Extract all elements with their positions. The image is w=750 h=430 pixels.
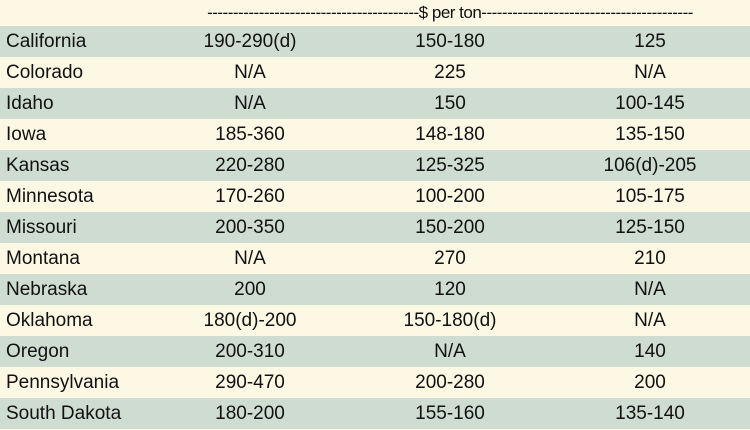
price-cell: N/A: [634, 309, 666, 331]
table-row: Minnesota 170-260 100-200 105-175: [0, 181, 750, 212]
price-cell: 150-180(d): [403, 309, 497, 331]
price-cell: 220-280: [215, 154, 285, 176]
state-name: Montana: [6, 247, 80, 269]
price-cell: 225: [434, 61, 466, 83]
price-cell: 200: [634, 371, 666, 393]
price-cell: 200: [234, 278, 266, 300]
price-cell: 125-325: [415, 154, 485, 176]
table-row: Montana N/A 270 210: [0, 243, 750, 274]
price-cell: 125: [634, 30, 666, 52]
price-cell: 105-175: [615, 185, 685, 207]
price-cell: 120: [434, 278, 466, 300]
table-row: Oregon 200-310 N/A 140: [0, 336, 750, 367]
table-row: South Dakota 180-200 155-160 135-140: [0, 398, 750, 429]
price-cell: 100-200: [415, 185, 485, 207]
price-cell: 180-200: [215, 402, 285, 424]
price-table: California 190-290(d) 150-180 125 Colora…: [0, 26, 750, 429]
table-row: Colorado N/A 225 N/A: [0, 57, 750, 88]
table-row: Oklahoma 180(d)-200 150-180(d) N/A: [0, 305, 750, 336]
price-cell: N/A: [234, 61, 266, 83]
state-name: Missouri: [6, 216, 77, 238]
state-name: South Dakota: [6, 402, 122, 424]
price-cell: 210: [634, 247, 666, 269]
price-cell: N/A: [234, 92, 266, 114]
price-cell: 200-280: [415, 371, 485, 393]
table-row: Missouri 200-350 150-200 125-150: [0, 212, 750, 243]
price-cell: 106(d)-205: [603, 154, 697, 176]
price-cell: 140: [634, 340, 666, 362]
price-cell: 150: [434, 92, 466, 114]
state-name: Iowa: [6, 123, 47, 145]
price-cell: 155-160: [415, 402, 485, 424]
price-cell: 170-260: [215, 185, 285, 207]
price-cell: 150-180: [415, 30, 485, 52]
price-cell: 200-350: [215, 216, 285, 238]
table-row: Nebraska 200 120 N/A: [0, 274, 750, 305]
price-cell: 180(d)-200: [203, 309, 297, 331]
table-row: Iowa 185-360 148-180 135-150: [0, 119, 750, 150]
price-cell: 200-310: [215, 340, 285, 362]
table-header: ----------------------------------------…: [0, 0, 750, 26]
price-cell: N/A: [634, 61, 666, 83]
price-cell: 185-360: [215, 123, 285, 145]
state-name: Nebraska: [6, 278, 88, 300]
state-name: Pennsylvania: [6, 371, 120, 393]
state-name: Kansas: [6, 154, 70, 176]
price-cell: 148-180: [415, 123, 485, 145]
price-cell: N/A: [234, 247, 266, 269]
price-cell: 100-145: [615, 92, 685, 114]
price-cell: 125-150: [615, 216, 685, 238]
state-name: Minnesota: [6, 185, 94, 207]
state-name: Oregon: [6, 340, 70, 362]
table-row: Pennsylvania 290-470 200-280 200: [0, 367, 750, 398]
table-row: Kansas 220-280 125-325 106(d)-205: [0, 150, 750, 181]
price-cell: 270: [434, 247, 466, 269]
price-cell: 150-200: [415, 216, 485, 238]
price-cell: 135-140: [615, 402, 685, 424]
price-cell: 190-290(d): [203, 30, 297, 52]
table-row: California 190-290(d) 150-180 125: [0, 26, 750, 57]
state-name: Oklahoma: [6, 309, 93, 331]
unit-header-label: ----------------------------------------…: [207, 3, 693, 22]
price-cell: 290-470: [215, 371, 285, 393]
state-name: Colorado: [6, 61, 84, 83]
table-row: Idaho N/A 150 100-145: [0, 88, 750, 119]
price-cell: N/A: [634, 278, 666, 300]
state-name: Idaho: [6, 92, 54, 114]
price-cell: N/A: [434, 340, 466, 362]
price-cell: 135-150: [615, 123, 685, 145]
state-name: California: [6, 30, 87, 52]
